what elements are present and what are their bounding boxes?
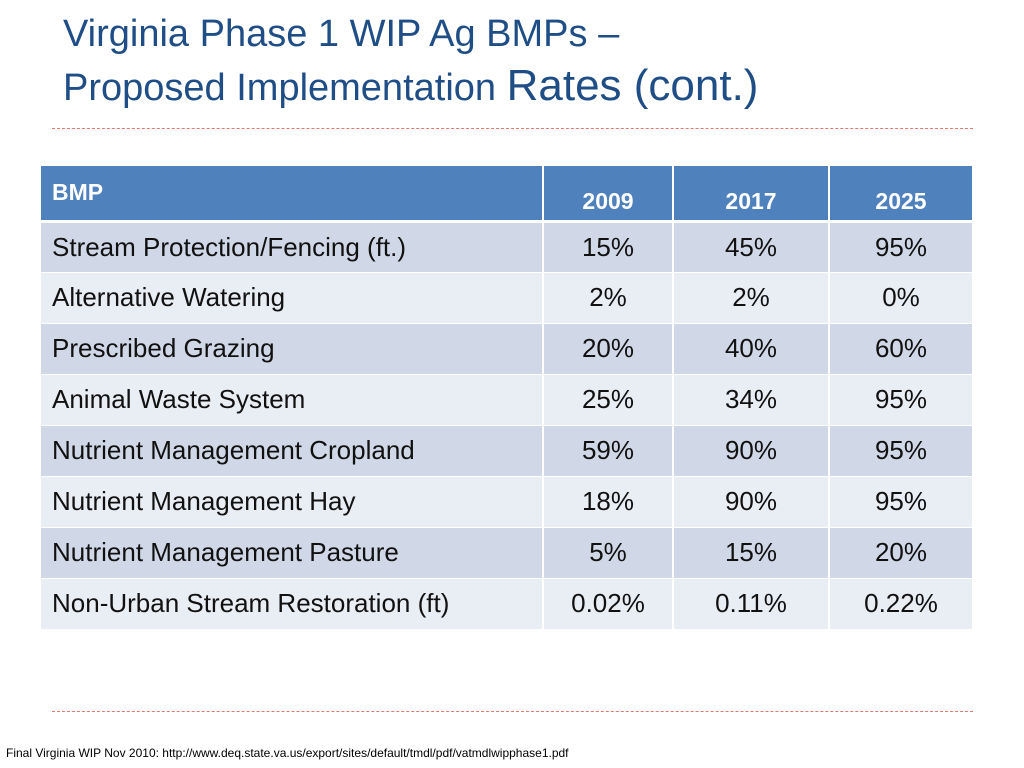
rate-2009: 15% bbox=[543, 221, 674, 273]
bmp-name: Nutrient Management Hay bbox=[41, 476, 544, 528]
bmp-name: Nutrient Management Pasture bbox=[41, 527, 544, 579]
rate-2025: 60% bbox=[829, 323, 972, 375]
rate-2025: 20% bbox=[829, 527, 972, 579]
table-header-row: BMP 2009 2017 2025 bbox=[41, 166, 972, 223]
rate-2009: 20% bbox=[543, 323, 674, 375]
rate-2025: 0.22% bbox=[829, 578, 972, 630]
header-2017: 2017 bbox=[673, 166, 830, 223]
table-row: Nutrient Management Cropland 59% 90% 95% bbox=[41, 425, 972, 477]
title-line-2-part-1: Proposed Implementation bbox=[63, 67, 507, 109]
rate-2017: 15% bbox=[673, 527, 830, 579]
table-row: Alternative Watering 2% 2% 0% bbox=[41, 272, 972, 324]
header-2009: 2009 bbox=[543, 166, 674, 223]
table-row: Non-Urban Stream Restoration (ft) 0.02% … bbox=[41, 578, 972, 630]
rate-2009: 5% bbox=[543, 527, 674, 579]
bmp-name: Prescribed Grazing bbox=[41, 323, 544, 375]
rate-2017: 40% bbox=[673, 323, 830, 375]
bmp-name: Alternative Watering bbox=[41, 272, 544, 324]
header-bmp: BMP bbox=[41, 166, 544, 223]
bmp-name: Nutrient Management Cropland bbox=[41, 425, 544, 477]
rate-2017: 90% bbox=[673, 476, 830, 528]
rate-2017: 45% bbox=[673, 221, 830, 273]
title-line-1: Virginia Phase 1 WIP Ag BMPs – bbox=[63, 13, 620, 55]
table-row: Animal Waste System 25% 34% 95% bbox=[41, 374, 972, 426]
rate-2025: 95% bbox=[829, 374, 972, 426]
rate-2017: 90% bbox=[673, 425, 830, 477]
top-divider bbox=[52, 128, 973, 129]
table-row: Nutrient Management Hay 18% 90% 95% bbox=[41, 476, 972, 528]
table-row: Nutrient Management Pasture 5% 15% 20% bbox=[41, 527, 972, 579]
bmp-rates-table: BMP 2009 2017 2025 Stream Protection/Fen… bbox=[41, 166, 972, 630]
rate-2017: 34% bbox=[673, 374, 830, 426]
rate-2009: 25% bbox=[543, 374, 674, 426]
title-line-2: Proposed Implementation Rates (cont.) bbox=[63, 60, 983, 114]
rate-2017: 0.11% bbox=[673, 578, 830, 630]
rate-2009: 59% bbox=[543, 425, 674, 477]
title-line-2-part-2: Rates (cont.) bbox=[506, 61, 759, 110]
rate-2025: 95% bbox=[829, 476, 972, 528]
rate-2009: 2% bbox=[543, 272, 674, 324]
table-row: Stream Protection/Fencing (ft.) 15% 45% … bbox=[41, 221, 972, 273]
rate-2017: 2% bbox=[673, 272, 830, 324]
bmp-name: Stream Protection/Fencing (ft.) bbox=[41, 221, 544, 273]
header-2025: 2025 bbox=[829, 166, 972, 223]
rate-2025: 0% bbox=[829, 272, 972, 324]
bottom-divider bbox=[52, 711, 973, 712]
table-row: Prescribed Grazing 20% 40% 60% bbox=[41, 323, 972, 375]
bmp-name: Non-Urban Stream Restoration (ft) bbox=[41, 578, 544, 630]
rate-2009: 18% bbox=[543, 476, 674, 528]
rate-2025: 95% bbox=[829, 221, 972, 273]
rate-2009: 0.02% bbox=[543, 578, 674, 630]
source-footnote: Final Virginia WIP Nov 2010: http://www.… bbox=[6, 746, 569, 760]
bmp-name: Animal Waste System bbox=[41, 374, 544, 426]
slide-title: Virginia Phase 1 WIP Ag BMPs – Proposed … bbox=[63, 8, 983, 114]
rate-2025: 95% bbox=[829, 425, 972, 477]
